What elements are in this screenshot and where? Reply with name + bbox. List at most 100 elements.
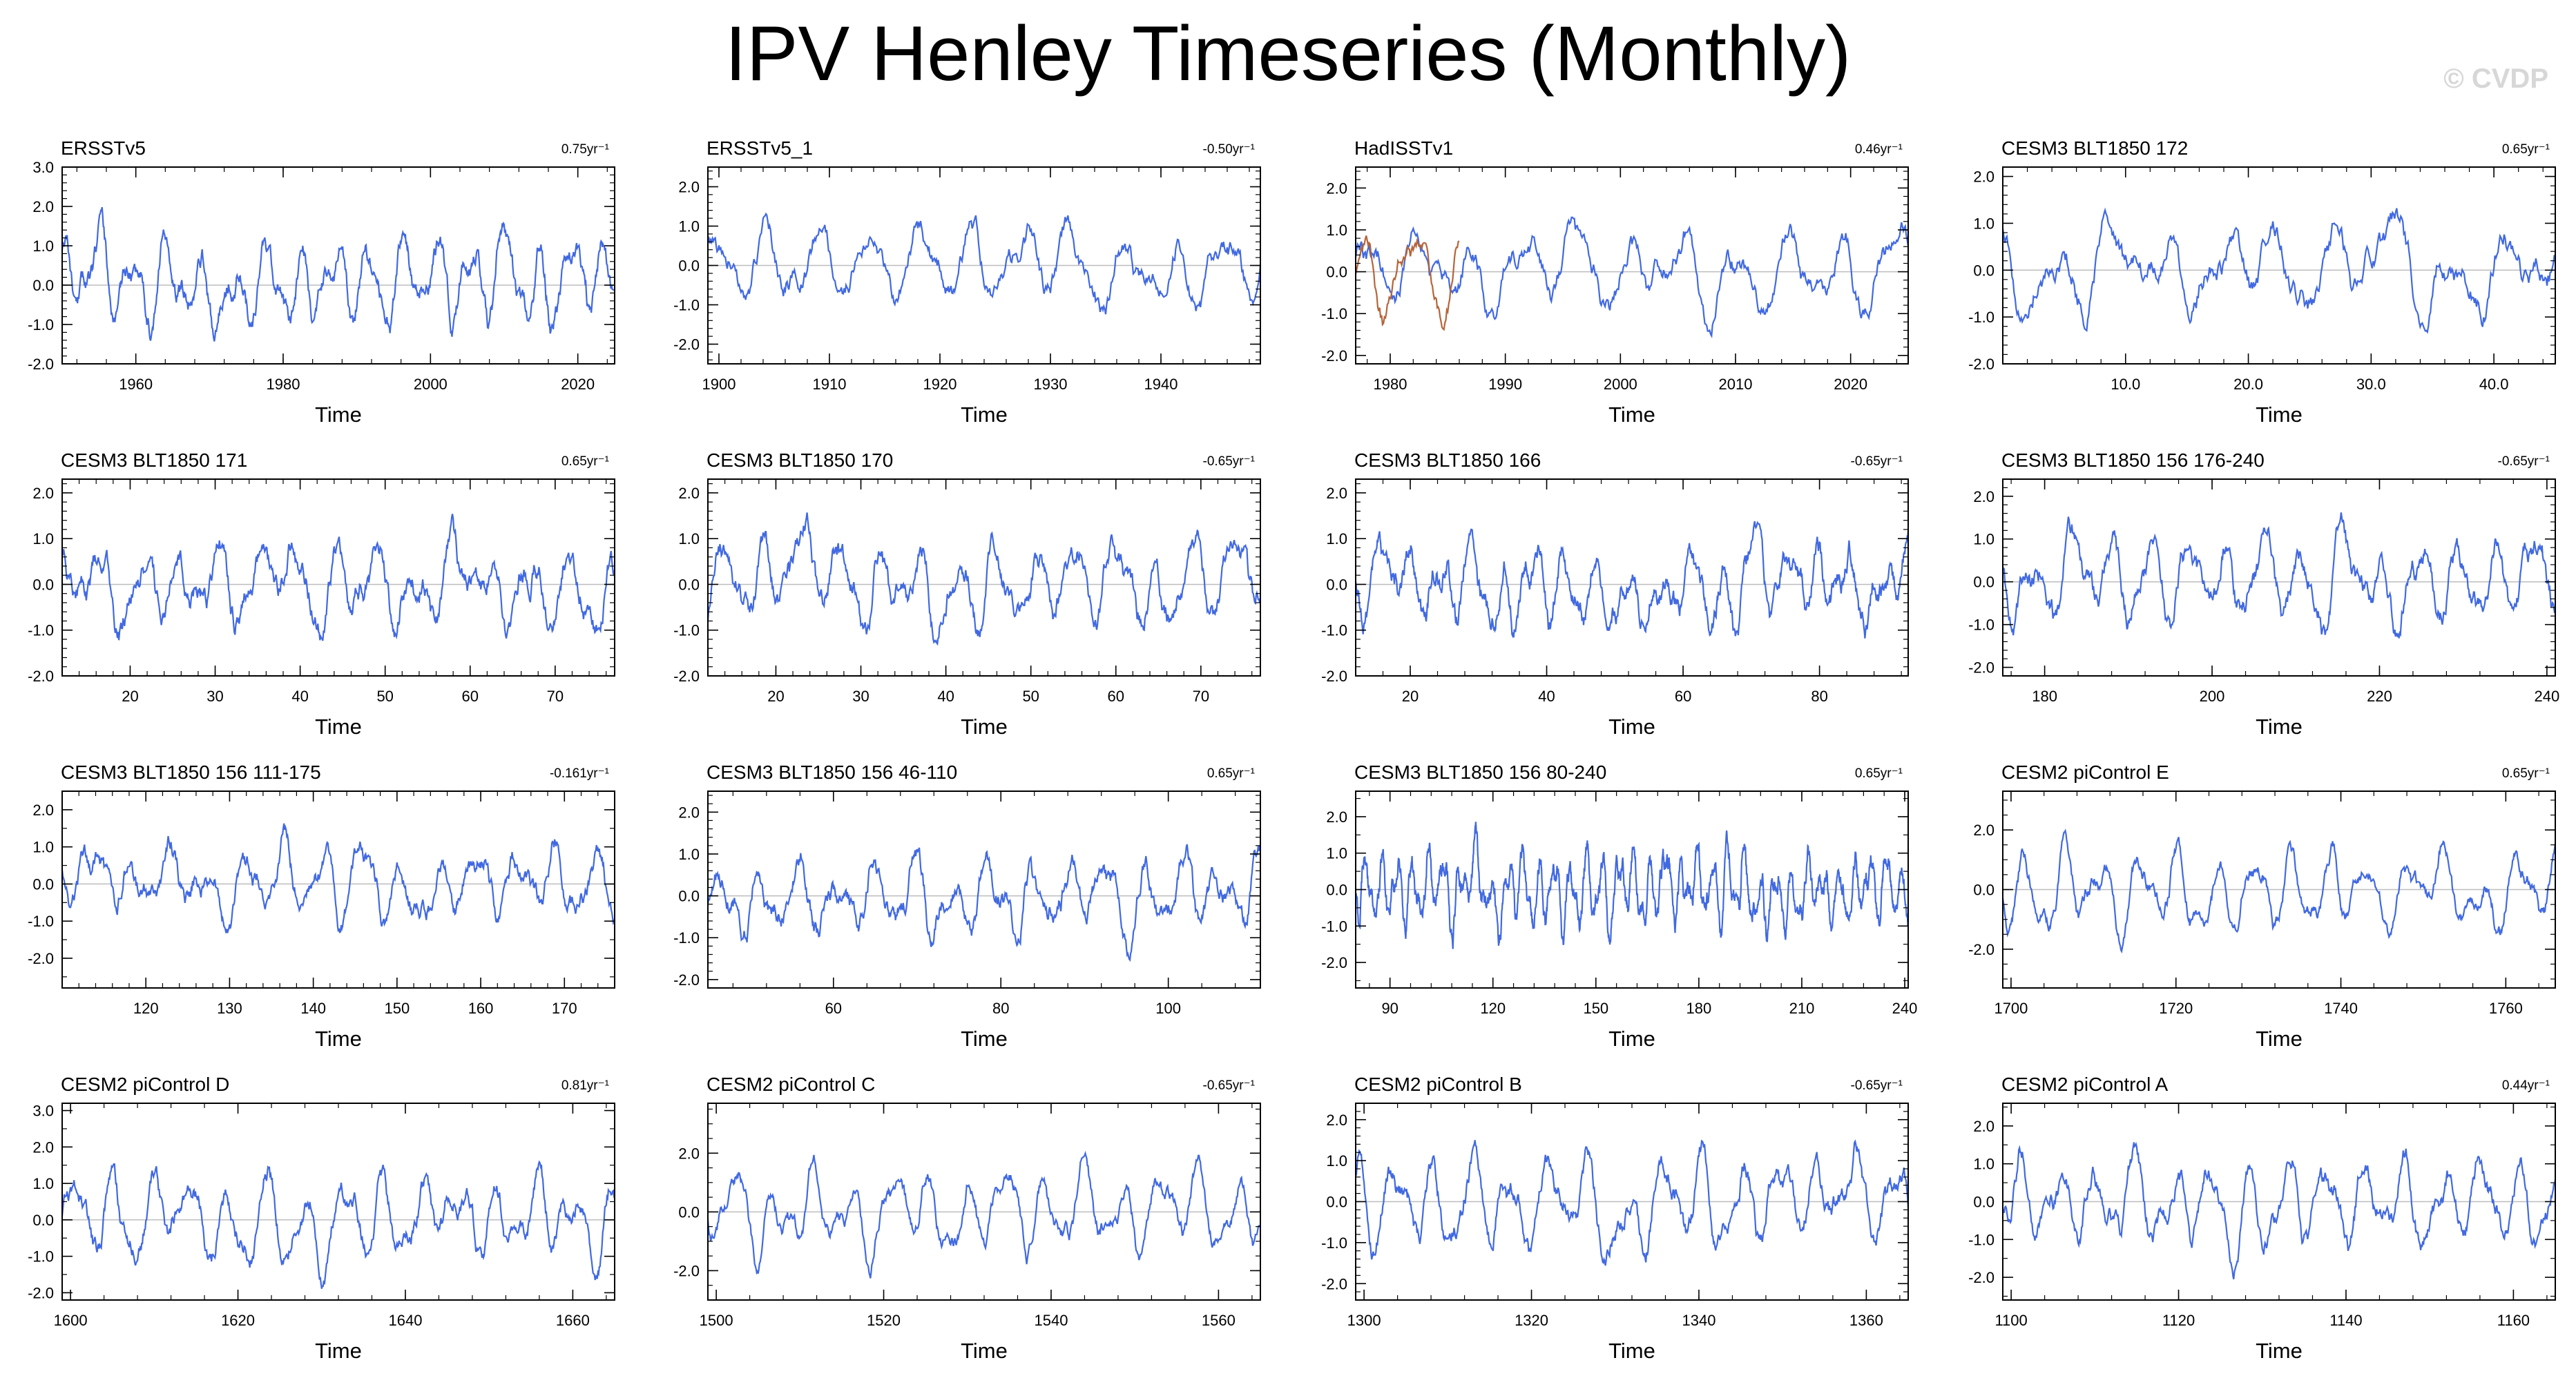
y-tick-label: 2.0: [678, 179, 700, 196]
series-line: [2001, 207, 2555, 334]
x-tick-label: 40.0: [2479, 376, 2509, 393]
x-tick-label: 40: [291, 688, 308, 705]
y-tick-label: 1.0: [32, 530, 54, 547]
y-tick-label: 1.0: [1326, 530, 1347, 547]
y-tick-label: 0.0: [1326, 264, 1347, 281]
y-tick-label: 1.0: [1973, 531, 1995, 548]
x-tick-label: 240: [2535, 688, 2560, 705]
y-tick-label: 0.0: [1326, 1194, 1347, 1211]
x-tick-label: 140: [300, 1000, 326, 1017]
x-tick-label: 20: [767, 688, 784, 705]
y-tick-label: 0.0: [1973, 574, 1995, 591]
y-tick-label: -2.0: [1968, 1269, 1995, 1286]
chart-panel: CESM3 BLT1850 156 80-240 0.65yr⁻¹ -2.0 -1.0…: [1321, 762, 1917, 1051]
plot-frame: [707, 791, 1261, 989]
y-tick-label: 2.0: [1326, 485, 1347, 502]
chart-trend-label: -0.65yr⁻¹: [1203, 454, 1256, 469]
y-tick-label: 2.0: [1973, 168, 1995, 186]
chart-panel: ERSSTv5 0.75yr⁻¹ -2.0 -1.0 0.0 1.0 2.0 3.0 1960 1…: [28, 137, 615, 427]
series-line: [707, 212, 1262, 315]
y-tick-label: -1.0: [1968, 1231, 1995, 1248]
y-tick-label: 0.0: [32, 875, 54, 893]
y-tick-label: -2.0: [673, 971, 700, 989]
x-tick-label: 1760: [2489, 1000, 2523, 1017]
chart-trend-label: -0.65yr⁻¹: [1851, 454, 1903, 469]
x-tick-label: 1140: [2329, 1312, 2362, 1329]
y-tick-label: 0.0: [1326, 576, 1347, 593]
x-tick-label: 1940: [1144, 376, 1178, 393]
series-line: [1354, 521, 1910, 639]
x-tick-label: 60: [1675, 688, 1691, 705]
page-title: IPV Henley Timeseries (Monthly): [724, 10, 1852, 97]
chart-trend-label: 0.65yr⁻¹: [1855, 766, 1903, 781]
y-tick-label: -1.0: [1321, 918, 1347, 935]
chart-panel: CESM3 BLT1850 166 -0.65yr⁻¹ -2.0 -1.0 0.0 1.0…: [1321, 449, 1910, 739]
y-tick-label: 2.0: [32, 198, 54, 215]
y-tick-label: 1.0: [678, 218, 700, 235]
x-tick-label: 90: [1381, 1000, 1398, 1017]
y-tick-label: -2.0: [1968, 941, 1995, 958]
x-axis-label: Time: [2256, 1027, 2303, 1051]
x-tick-label: 160: [468, 1000, 494, 1017]
x-tick-label: 30: [852, 688, 869, 705]
series-line: [61, 514, 616, 641]
y-tick-label: 3.0: [32, 159, 54, 176]
y-tick-label: 1.0: [1326, 222, 1347, 239]
y-tick-label: 0.0: [678, 258, 700, 275]
plot-frame: [2002, 166, 2556, 365]
x-tick-label: 170: [552, 1000, 577, 1017]
x-tick-label: 120: [133, 1000, 159, 1017]
chart-panel: CESM2 piControl D 0.81yr⁻¹ -2.0 -1.0 0.0 1.0 2…: [28, 1074, 616, 1363]
x-tick-label: 1990: [1488, 376, 1522, 393]
x-tick-label: 2000: [414, 376, 448, 393]
x-tick-label: 20: [1402, 688, 1419, 705]
series-line: [707, 844, 1262, 962]
y-tick-label: 0.0: [1973, 1194, 1995, 1211]
chart-panel: ERSSTv5_1 -0.50yr⁻¹ -2.0 -1.0 0.0 1.0 2.0 1900 1…: [673, 137, 1262, 427]
y-tick-label: -2.0: [1321, 347, 1347, 365]
series-line: [1354, 235, 1460, 331]
series-line: [1354, 216, 1910, 339]
chart-title: CESM3 BLT1850 172: [2001, 137, 2188, 159]
y-tick-label: 3.0: [32, 1103, 54, 1120]
y-tick-label: 2.0: [32, 802, 54, 819]
x-tick-label: 1320: [1515, 1312, 1548, 1329]
series-line: [61, 1160, 616, 1289]
y-tick-label: 1.0: [1326, 845, 1347, 862]
x-tick-label: 1340: [1682, 1312, 1715, 1329]
x-tick-label: 210: [1789, 1000, 1815, 1017]
y-tick-label: -1.0: [673, 297, 700, 314]
x-tick-label: 1930: [1034, 376, 1068, 393]
x-tick-label: 200: [2200, 688, 2225, 705]
chart-trend-label: 0.46yr⁻¹: [1855, 142, 1903, 157]
x-axis-label: Time: [315, 402, 362, 427]
y-tick-label: 2.0: [1326, 808, 1347, 826]
x-tick-label: 1600: [54, 1312, 88, 1329]
y-tick-label: 1.0: [678, 846, 700, 863]
x-tick-label: 1640: [388, 1312, 422, 1329]
y-tick-label: -1.0: [673, 929, 700, 947]
chart-panel: CESM3 BLT1850 171 0.65yr⁻¹ -2.0 -1.0 0.0 1.0 2…: [28, 449, 616, 739]
y-tick-label: 2.0: [32, 485, 54, 502]
y-tick-label: 0.0: [32, 1212, 54, 1229]
x-axis-label: Time: [961, 1339, 1008, 1363]
y-tick-label: -2.0: [1968, 356, 1995, 373]
plot-frame: [61, 478, 615, 677]
x-tick-label: 240: [1892, 1000, 1918, 1017]
y-tick-label: 2.0: [678, 485, 700, 502]
series-line: [61, 823, 616, 933]
chart-trend-label: -0.65yr⁻¹: [1203, 1078, 1256, 1093]
y-tick-label: -2.0: [28, 950, 54, 967]
y-tick-label: 0.0: [1973, 262, 1995, 279]
y-tick-label: -1.0: [1968, 617, 1995, 634]
x-tick-label: 1500: [700, 1312, 733, 1329]
copyright-watermark: © CVDP: [2443, 64, 2548, 94]
y-tick-label: 1.0: [1973, 215, 1995, 232]
x-tick-label: 80: [1811, 688, 1827, 705]
y-tick-label: -1.0: [28, 1248, 54, 1265]
y-tick-label: -2.0: [28, 1284, 54, 1301]
chart-panel: CESM3 BLT1850 156 111-175 -0.161yr⁻¹ -2.0 -…: [28, 762, 616, 1051]
chart-trend-label: 0.65yr⁻¹: [561, 454, 609, 469]
x-tick-label: 150: [384, 1000, 410, 1017]
chart-trend-label: -0.65yr⁻¹: [2498, 454, 2550, 469]
